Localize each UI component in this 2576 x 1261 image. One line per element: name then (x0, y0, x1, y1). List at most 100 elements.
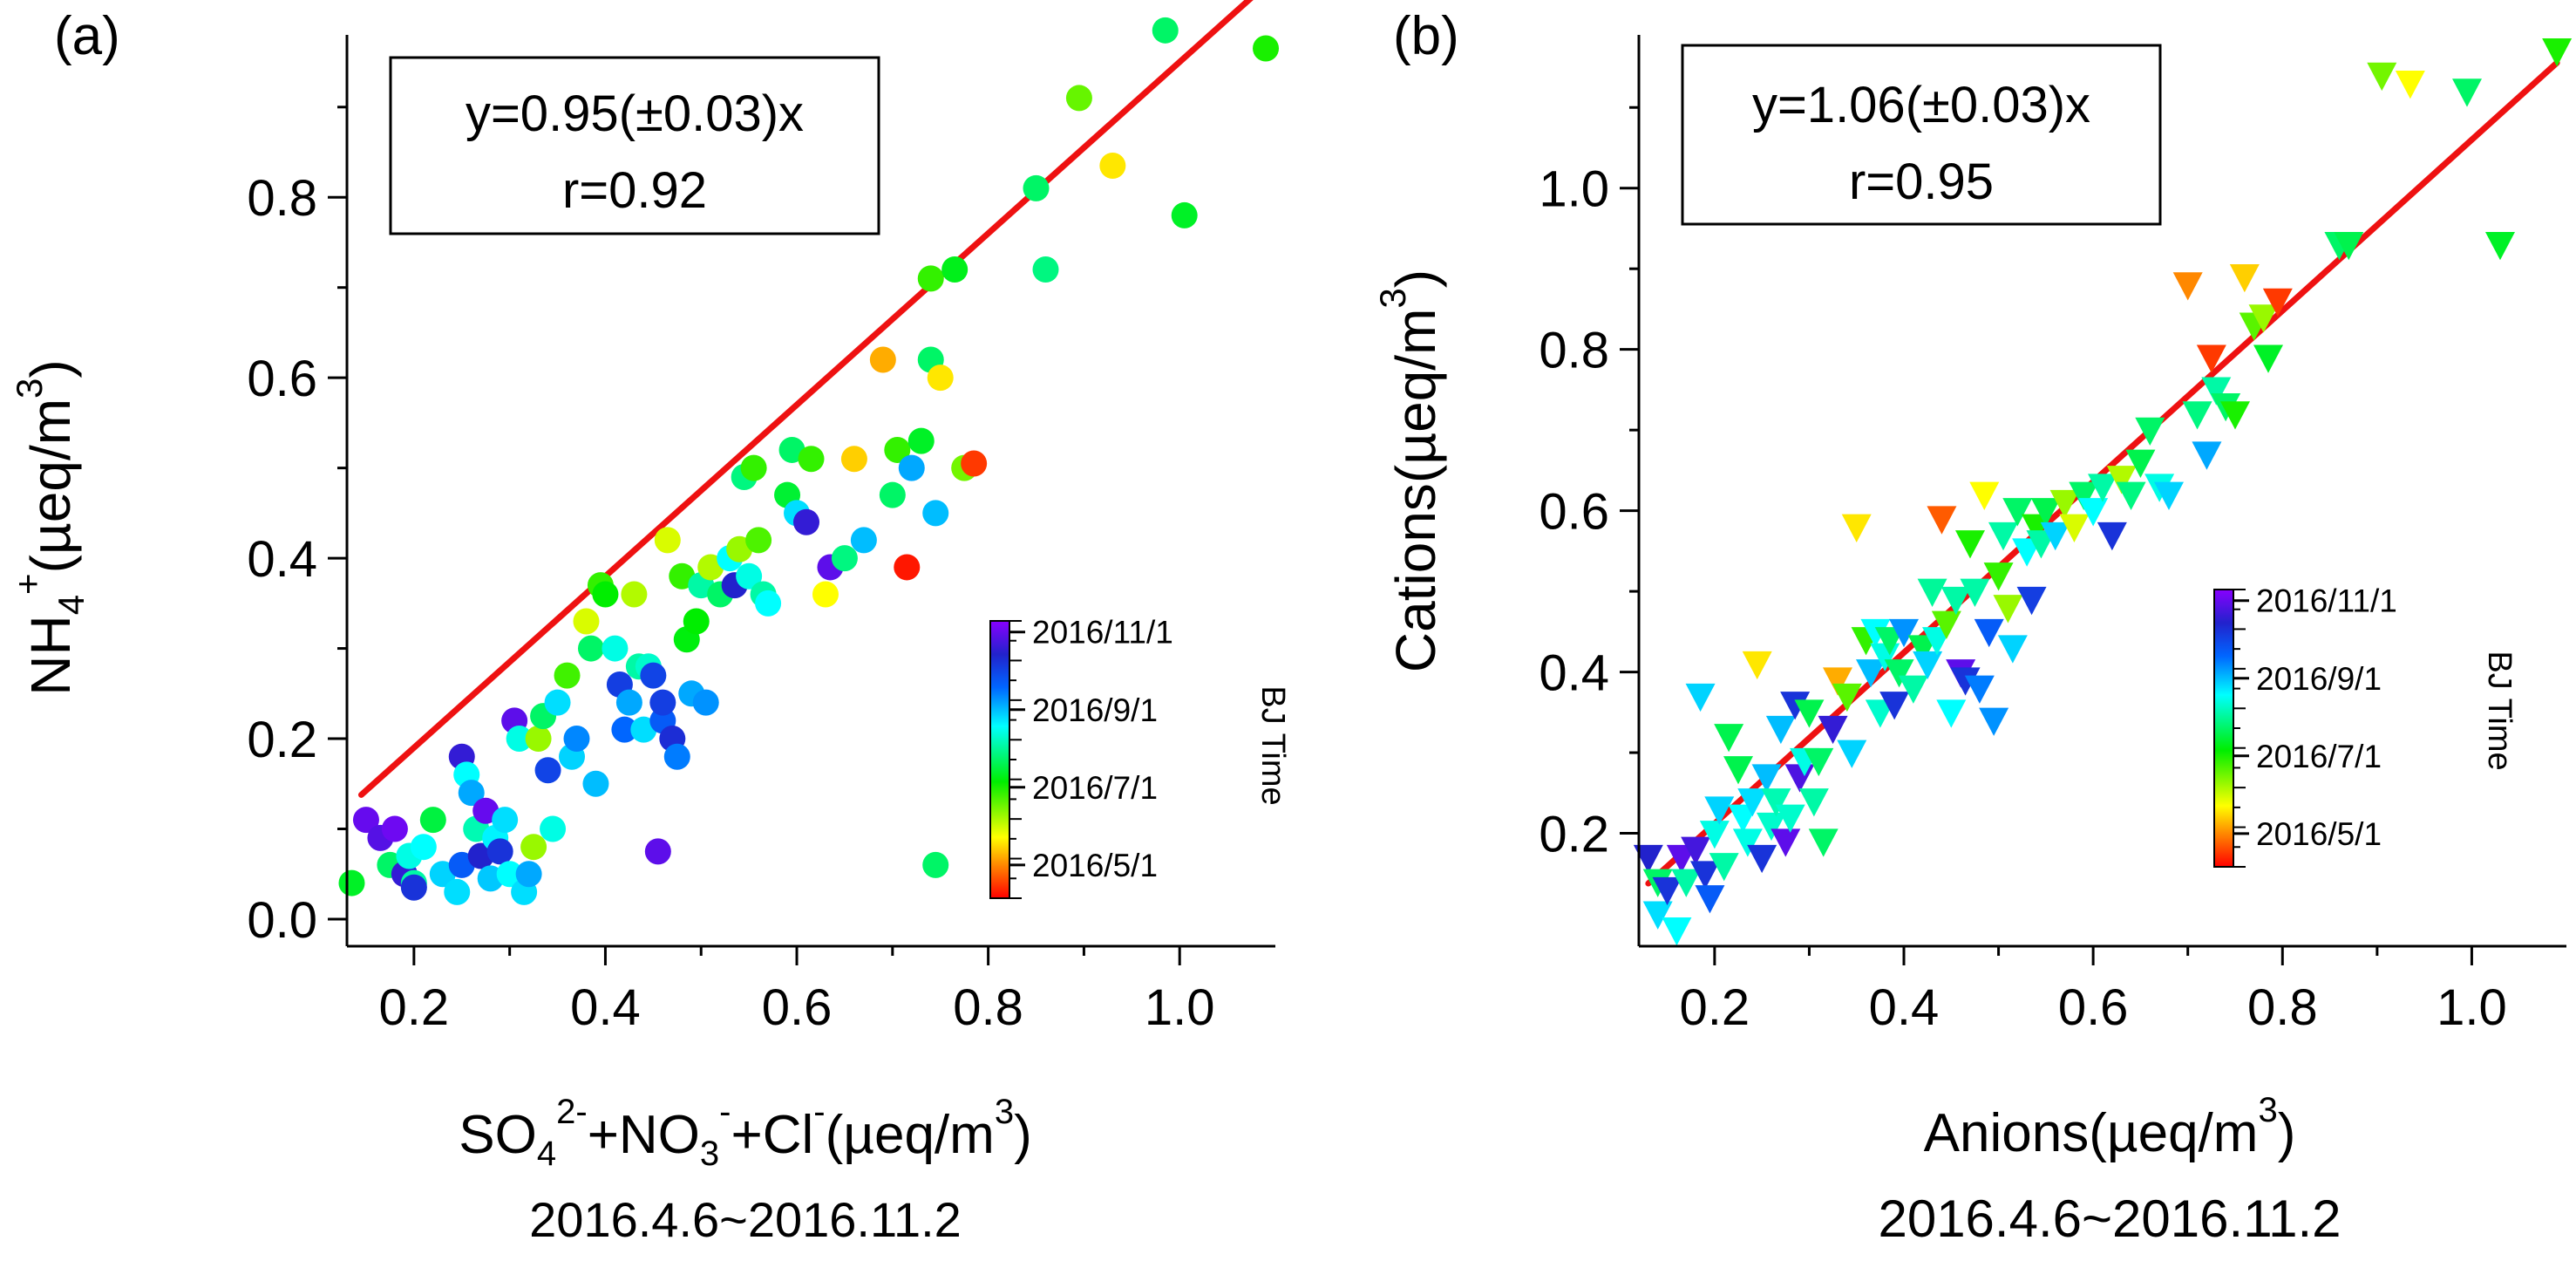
data-point (654, 527, 681, 554)
panel-b-regression-line (1645, 59, 2560, 887)
data-point (1979, 707, 2009, 736)
panel-a-xlabel: SO42-+NO3-+Cl-(µeq/m3) 2016.4.6~2016.11.… (459, 1093, 1031, 1247)
data-point (2106, 466, 2137, 494)
data-point (1775, 804, 1805, 833)
x-tick-label: 0.6 (2058, 979, 2129, 1036)
data-point (1983, 562, 2014, 591)
data-point (1964, 675, 1995, 704)
data-point (1988, 521, 2018, 551)
y-tick-label: 0.4 (1539, 645, 1609, 702)
panel-a-regression-line (357, 0, 1254, 798)
data-point (917, 265, 944, 292)
data-point (592, 581, 619, 608)
data-point (1860, 618, 1891, 648)
data-point (520, 834, 547, 861)
data-point (1732, 828, 1763, 857)
data-point (1837, 740, 1867, 768)
data-point (1699, 821, 1730, 849)
data-point (1152, 17, 1179, 44)
data-point (1974, 618, 2004, 648)
data-point (869, 346, 896, 373)
panel-a-r-value: r=0.92 (562, 162, 707, 219)
data-point (1704, 796, 1735, 825)
x-tick-label: 0.2 (379, 979, 450, 1036)
panel-b-annotation: y=1.06(±0.03)x r=0.95 (1681, 44, 2162, 226)
data-point (2192, 441, 2222, 470)
data-point (740, 454, 767, 481)
panel-b: (b) Cations(µeq/m3) 0.20.40.60.81.00.2 0.… (1372, 6, 2573, 1248)
data-point (1784, 764, 1815, 793)
panel-b-equation: y=1.06(±0.03)x (1752, 77, 2090, 133)
data-point (850, 527, 877, 554)
colorbar-tick-label: 2016/11/1 (2256, 583, 2397, 619)
data-point (2049, 489, 2080, 519)
data-point (1993, 595, 2023, 624)
x-tick-label: 0.2 (1680, 979, 1750, 1036)
y-tick-label: 0.8 (1539, 323, 1609, 379)
data-point (1690, 861, 1720, 890)
data-point (1950, 667, 1981, 696)
data-point (2182, 401, 2212, 430)
data-point (755, 590, 782, 617)
data-point (1633, 844, 1663, 874)
data-point (922, 851, 949, 878)
panel-a-annotation: y=0.95(±0.03)x r=0.92 (389, 56, 880, 235)
data-point (1832, 683, 1862, 712)
data-point (812, 581, 839, 608)
data-point (907, 427, 935, 454)
panel-b-plot: 0.2 0.4 0.6 0.8 1.0 0.2 0.4 0.6 0.8 1.0 (1539, 35, 2573, 1036)
panel-a-colorbar-bar (989, 620, 1010, 899)
data-point (1856, 659, 1886, 688)
data-point (525, 726, 552, 753)
svg-text:NH4+(µeq/m3): NH4+(µeq/m3) (7, 359, 92, 695)
data-point (2262, 288, 2293, 317)
data-point (2248, 304, 2279, 333)
data-point (577, 635, 604, 662)
data-point (2334, 231, 2364, 261)
x-tick-label: 1.0 (1145, 979, 1215, 1036)
data-point (2097, 521, 2127, 551)
x-tick-label: 0.6 (762, 979, 833, 1036)
data-point (1742, 651, 1772, 680)
data-point (1652, 876, 1682, 906)
data-point (2059, 514, 2090, 542)
data-point (1757, 812, 1786, 842)
data-point (2154, 481, 2184, 510)
data-point (961, 450, 988, 477)
panel-b-annotation-box (1681, 44, 2162, 226)
x-tick-label: 1.0 (2437, 979, 2507, 1036)
panel-b-axes: 0.2 0.4 0.6 0.8 1.0 0.2 0.4 0.6 0.8 1.0 (1539, 35, 2566, 1036)
panel-a-colorbar-title: BJ Time (1254, 685, 1291, 805)
panel-a-date-range: 2016.4.6~2016.11.2 (529, 1192, 962, 1247)
data-point (2220, 401, 2250, 430)
panel-b-xlabel: Anions(µeq/m3) 2016.4.6~2016.11.2 (1878, 1091, 2341, 1248)
data-point (534, 757, 561, 784)
colorbar-tick-label: 2016/5/1 (1032, 848, 1158, 883)
data-point (486, 838, 513, 865)
data-point (1841, 514, 1872, 542)
data-point (458, 780, 485, 807)
panel-a-colorbar: 2016/11/1 2016/9/1 2016/7/1 2016/5/1 BJ Tim… (989, 615, 1291, 899)
data-point (1253, 35, 1280, 62)
data-point (1931, 610, 1961, 639)
panel-b-label: (b) (1393, 6, 1459, 66)
data-point (649, 689, 676, 716)
data-point (692, 689, 719, 716)
data-point (1927, 506, 1957, 535)
data-point (840, 446, 867, 473)
data-point (506, 726, 533, 753)
data-point (1771, 828, 1801, 857)
data-point (793, 508, 820, 535)
data-point (352, 807, 379, 834)
data-point (540, 815, 567, 842)
data-point (1737, 788, 1768, 817)
data-point (615, 689, 642, 716)
data-point (1642, 901, 1673, 930)
data-point (492, 807, 519, 834)
data-point (611, 716, 638, 743)
data-point (736, 562, 763, 590)
data-point (2229, 263, 2260, 293)
colorbar-tick-label: 2016/5/1 (2256, 816, 2382, 852)
data-point (1794, 699, 1825, 728)
data-point (1936, 699, 1967, 728)
